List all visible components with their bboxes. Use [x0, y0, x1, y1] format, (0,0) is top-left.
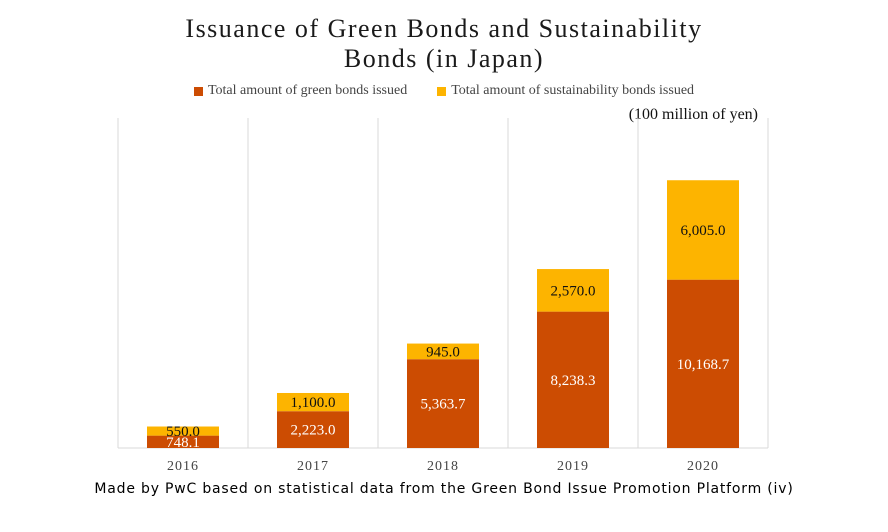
x-tick-label-2017: 2017: [297, 459, 329, 474]
bar-sustainability-bonds-2017: [277, 392, 349, 412]
chart-title-line1: Issuance of Green Bonds and Sustainabili…: [185, 14, 703, 43]
x-tick-label-2020: 2020: [687, 459, 719, 474]
data-label-sustainability-bonds-2018: 945.0: [426, 344, 460, 360]
legend-label-green-bonds: Total amount of green bonds issued: [207, 83, 408, 98]
legend: Total amount of green bonds issued Total…: [0, 83, 888, 99]
legend-item-green-bonds: Total amount of green bonds issued: [193, 83, 408, 99]
data-label-sustainability-bonds-2017: 1,100.0: [291, 395, 336, 411]
legend-item-sustainability-bonds: Total amount of sustainability bonds iss…: [437, 83, 694, 99]
data-label-sustainability-bonds-2019: 2,570.0: [551, 283, 596, 299]
bar-green-bonds-2020: [667, 279, 739, 448]
data-label-green-bonds-2017: 2,223.0: [291, 423, 336, 439]
data-label-green-bonds-2018: 5,363.7: [421, 397, 467, 413]
data-label-green-bonds-2016: 748.1: [166, 435, 200, 451]
bar-sustainability-bonds-2019: [537, 269, 609, 312]
bar-green-bonds-2018: [407, 359, 479, 448]
bar-green-bonds-2017: [277, 411, 349, 448]
chart-title-line2: Bonds (in Japan): [343, 44, 545, 73]
data-label-sustainability-bonds-2020: 6,005.0: [681, 223, 726, 239]
bar-green-bonds-2016: [147, 435, 219, 448]
legend-swatch-green-bonds: [193, 86, 203, 96]
x-tick-label-2016: 2016: [167, 459, 199, 474]
footnote: Made by PwC based on statistical data fr…: [94, 481, 794, 497]
bar-sustainability-bonds-2016: [147, 426, 219, 436]
data-label-green-bonds-2019: 8,238.3: [551, 373, 596, 389]
unit-label: (100 million of yen): [628, 106, 758, 123]
bar-sustainability-bonds-2018: [407, 343, 479, 360]
bar-green-bonds-2019: [537, 311, 609, 448]
data-label-sustainability-bonds-2016: 550.0: [166, 424, 200, 440]
legend-swatch-sustainability-bonds: [437, 86, 447, 96]
x-tick-label-2019: 2019: [557, 459, 589, 474]
data-label-green-bonds-2020: 10,168.7: [677, 357, 730, 373]
x-tick-label-2018: 2018: [427, 459, 459, 474]
legend-label-sustainability-bonds: Total amount of sustainability bonds iss…: [451, 83, 695, 98]
bar-sustainability-bonds-2020: [667, 180, 739, 280]
